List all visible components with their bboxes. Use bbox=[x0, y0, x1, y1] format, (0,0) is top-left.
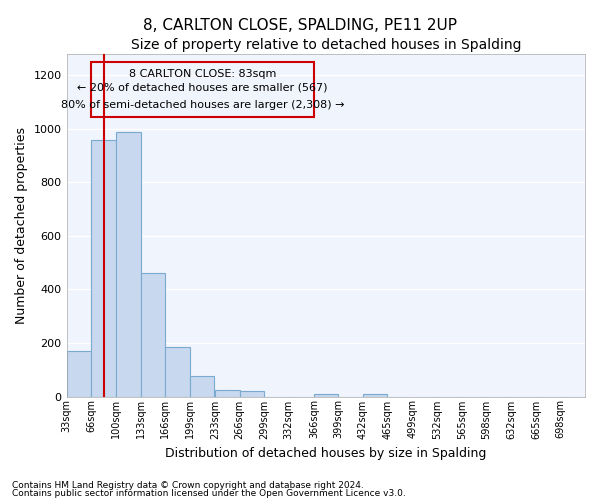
X-axis label: Distribution of detached houses by size in Spalding: Distribution of detached houses by size … bbox=[165, 447, 487, 460]
Text: 8 CARLTON CLOSE: 83sqm: 8 CARLTON CLOSE: 83sqm bbox=[129, 69, 276, 79]
Bar bbox=[116, 132, 141, 396]
Bar bbox=[239, 391, 264, 396]
Bar bbox=[363, 394, 388, 396]
Bar bbox=[67, 351, 91, 397]
Text: 80% of semi-detached houses are larger (2,308) →: 80% of semi-detached houses are larger (… bbox=[61, 100, 344, 110]
Text: ← 20% of detached houses are smaller (567): ← 20% of detached houses are smaller (56… bbox=[77, 82, 328, 92]
Text: 8, CARLTON CLOSE, SPALDING, PE11 2UP: 8, CARLTON CLOSE, SPALDING, PE11 2UP bbox=[143, 18, 457, 32]
Text: Contains HM Land Registry data © Crown copyright and database right 2024.: Contains HM Land Registry data © Crown c… bbox=[12, 480, 364, 490]
Y-axis label: Number of detached properties: Number of detached properties bbox=[15, 127, 28, 324]
Bar bbox=[166, 347, 190, 397]
Bar bbox=[141, 274, 166, 396]
Text: Contains public sector information licensed under the Open Government Licence v3: Contains public sector information licen… bbox=[12, 489, 406, 498]
Bar bbox=[215, 390, 239, 396]
Bar bbox=[190, 376, 214, 396]
Bar bbox=[91, 140, 116, 396]
Bar bbox=[314, 394, 338, 396]
Title: Size of property relative to detached houses in Spalding: Size of property relative to detached ho… bbox=[131, 38, 521, 52]
Bar bbox=[91, 62, 314, 117]
